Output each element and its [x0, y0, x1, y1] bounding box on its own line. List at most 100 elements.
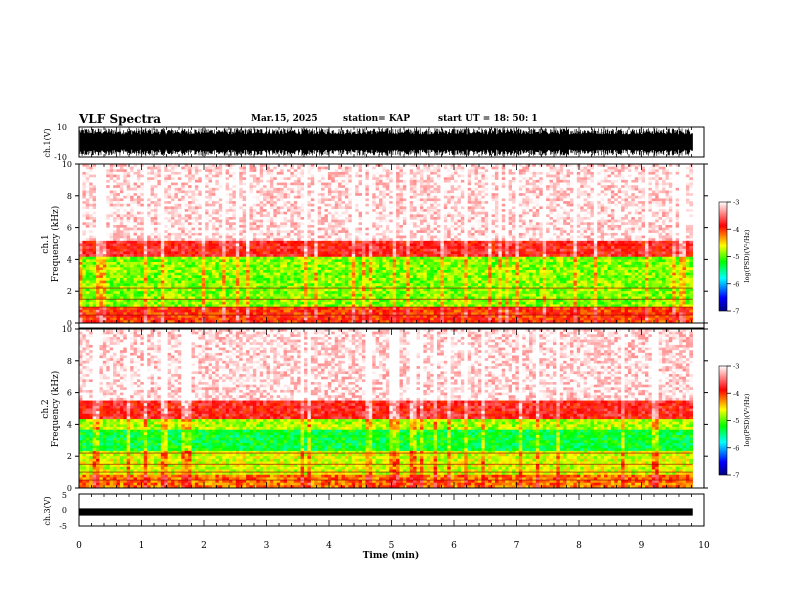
spectrogram-cell	[192, 289, 196, 292]
spectrogram-cell	[164, 246, 168, 249]
spectrogram-cell	[96, 204, 100, 207]
spectrogram-cell	[219, 294, 223, 297]
spectrogram-cell	[79, 275, 83, 278]
spectrogram-cell	[106, 267, 110, 270]
spectrogram-cell	[195, 225, 199, 228]
spectrogram-cell	[110, 236, 114, 239]
spectrogram-cell	[212, 196, 216, 199]
spectrogram-cell	[93, 183, 97, 186]
spectrogram-cell	[106, 212, 110, 215]
spectrogram-cell	[110, 286, 114, 289]
spectrogram-cell	[171, 177, 175, 180]
spectrogram-cell	[195, 254, 199, 257]
spectrogram-cell	[147, 198, 151, 201]
spectrogram-cell	[96, 209, 100, 212]
spectrogram-cell	[198, 283, 202, 286]
spectrogram-cell	[134, 283, 138, 286]
spectrogram-cell	[130, 257, 134, 260]
spectrogram-cell	[202, 241, 206, 244]
spectrogram-cell	[154, 262, 158, 265]
spectrogram-cell	[161, 180, 165, 183]
spectrogram-cell	[215, 310, 219, 313]
spectrogram-cell	[79, 196, 83, 199]
spectrogram-cell	[209, 241, 213, 244]
spectrogram-cell	[110, 299, 114, 302]
spectrogram-cell	[154, 217, 158, 220]
spectrogram-cell	[154, 209, 158, 212]
spectrogram-cell	[127, 241, 131, 244]
spectrogram-cell	[82, 188, 86, 191]
spectrogram-cell	[174, 167, 178, 170]
spectrogram-cell	[137, 220, 141, 223]
spectrogram-cell	[209, 233, 213, 236]
spectrogram-cell	[127, 201, 131, 204]
spectrogram-cell	[130, 318, 134, 321]
spectrogram-cell	[113, 188, 117, 191]
spectrogram-cell	[123, 283, 127, 286]
spectrogram-cell	[205, 209, 209, 212]
spectrogram-cell	[185, 193, 189, 196]
spectrogram-cell	[181, 267, 185, 270]
spectrogram-cell	[134, 315, 138, 318]
spectrogram-cell	[130, 286, 134, 289]
spectrogram-cell	[140, 278, 144, 281]
spectrogram-cell	[147, 172, 151, 175]
spectrogram-cell	[219, 188, 223, 191]
spectrogram-cell	[123, 172, 127, 175]
spectrogram-cell	[147, 193, 151, 196]
spectrogram-cell	[120, 289, 124, 292]
spectrogram-cell	[127, 286, 131, 289]
spectrogram-cell	[219, 257, 223, 260]
spectrogram-cell	[127, 212, 131, 215]
spectrogram-cell	[222, 214, 226, 217]
spectrogram-cell	[205, 291, 209, 294]
spectrogram-cell	[157, 281, 161, 284]
spectrogram-cell	[117, 209, 121, 212]
spectrogram-cell	[86, 302, 90, 305]
spectrogram-cell	[161, 236, 165, 239]
spectrogram-cell	[151, 299, 155, 302]
spectrogram-cell	[202, 214, 206, 217]
spectrogram-cell	[79, 251, 83, 254]
spectrogram-cell	[130, 198, 134, 201]
spectrogram-cell	[215, 180, 219, 183]
spectrogram-cell	[215, 230, 219, 233]
spectrogram-cell	[134, 241, 138, 244]
spectrogram-cell	[219, 281, 223, 284]
spectrogram-cell	[168, 206, 172, 209]
spectrogram-cell	[99, 289, 103, 292]
spectrogram-cell	[93, 169, 97, 172]
spectrogram-cell	[171, 281, 175, 284]
spectrogram-cell	[164, 228, 168, 231]
spectrogram-cell	[157, 217, 161, 220]
spectrogram-cell	[117, 299, 121, 302]
spectrogram-cell	[205, 310, 209, 313]
spectrogram-cell	[161, 196, 165, 199]
spectrogram-cell	[113, 310, 117, 313]
spectrogram-cell	[164, 286, 168, 289]
spectrogram-cell	[215, 249, 219, 252]
spectrogram-cell	[205, 212, 209, 215]
spectrogram-cell	[151, 236, 155, 239]
spectrogram-cell	[188, 217, 192, 220]
spectrogram-cell	[222, 246, 226, 249]
spectrogram-cell	[174, 318, 178, 321]
spectrogram-cell	[195, 183, 199, 186]
spectrogram-cell	[123, 241, 127, 244]
spectrogram-cell	[181, 198, 185, 201]
spectrogram-cell	[195, 222, 199, 225]
spectrogram-cell	[168, 315, 172, 318]
spectrogram-cell	[117, 183, 121, 186]
spectrogram-cell	[117, 307, 121, 310]
spectrogram-cell	[89, 257, 93, 260]
spectrogram-cell	[178, 198, 182, 201]
spectrogram-cell	[147, 238, 151, 241]
spectrogram-cell	[209, 196, 213, 199]
spectrogram-cell	[212, 225, 216, 228]
spectrogram-cell	[96, 267, 100, 270]
spectrogram-cell	[89, 172, 93, 175]
spectrogram-cell	[99, 265, 103, 268]
spectrogram-cell	[127, 318, 131, 321]
spectrogram-cell	[151, 267, 155, 270]
spectrogram-cell	[137, 222, 141, 225]
